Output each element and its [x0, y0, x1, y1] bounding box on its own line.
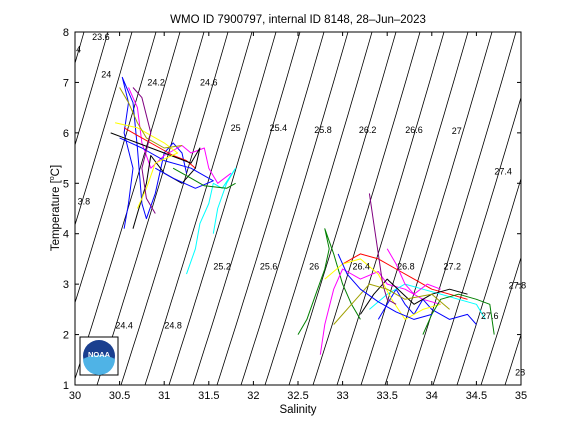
isopycnal-label: 25.4 [270, 123, 288, 133]
isopycnal-label: 26.2 [359, 125, 377, 135]
isopycnal-line [75, 32, 133, 227]
x-tick-label: 31 [158, 390, 170, 402]
isopycnal-line [192, 32, 301, 385]
isopycnal-label: 4 [76, 45, 81, 55]
x-tick-label: 30.5 [109, 390, 130, 402]
profile-line-13 [377, 288, 477, 325]
isopycnal-labels: 23.6 24 24.2 24.6 25 25.4 25.8 26.2 26.6 27 27.4 4 3… [76, 32, 526, 377]
y-tick-label: 4 [63, 229, 69, 241]
y-tick-label: 2 [63, 330, 69, 342]
isopycnal-line [144, 32, 253, 385]
x-tick-label: 34.5 [466, 390, 487, 402]
isopycnal-line [456, 177, 521, 385]
isopycnal-line [216, 32, 325, 385]
isopycnal-line [75, 32, 157, 304]
x-tick-label: 32 [247, 390, 259, 402]
isopycnal-label: 23.6 [92, 32, 110, 42]
y-tick-label: 7 [63, 77, 69, 89]
isopycnal-label: 24.4 [115, 321, 133, 331]
profile-line-9 [119, 87, 183, 149]
profile-line-21 [386, 248, 441, 295]
x-tick-label: 35 [515, 390, 527, 402]
x-axis-ticks: 30 30.5 31 31.5 32 32.5 33 33.5 34 34.5 35 [69, 32, 527, 402]
x-axis-label: Salinity [279, 404, 316, 416]
isopycnal-line [480, 256, 521, 385]
isopycnal-line [384, 32, 493, 385]
noaa-logo-text: NOAA [88, 350, 111, 359]
profile-line-10 [132, 87, 156, 214]
noaa-logo-wave [83, 355, 115, 375]
y-tick-label: 6 [63, 128, 69, 140]
y-tick-label: 3 [63, 279, 69, 291]
isopycnal-label: 26.4 [353, 262, 371, 272]
x-tick-label: 30 [69, 390, 81, 402]
x-tick-label: 33.5 [376, 390, 397, 402]
isopycnal-label: 27.4 [494, 167, 512, 177]
isopycnal-label: 27.2 [444, 262, 462, 272]
profile-line-15 [369, 283, 486, 320]
isopycnal-line [360, 32, 469, 385]
profile-series [110, 76, 495, 355]
isopycnal-line [312, 32, 421, 385]
noaa-logo: NOAA [79, 336, 119, 376]
y-axis-ticks: 1 2 3 4 5 6 7 8 [63, 27, 521, 392]
profile-line-18 [368, 193, 397, 305]
x-tick-label: 34 [426, 390, 438, 402]
isopycnal-label: 24.2 [147, 78, 165, 88]
isopycnal-line [240, 32, 349, 385]
profile-line-14 [342, 253, 468, 300]
isopycnal-label: 27.6 [481, 311, 499, 321]
isopycnal-label: 25.2 [213, 262, 231, 272]
isopycnal-line [168, 32, 277, 385]
profile-line-1 [121, 76, 187, 229]
isopycnal-label: 25.6 [260, 262, 278, 272]
profile-line-16 [359, 278, 468, 315]
isopycnal-label: 24.6 [200, 78, 218, 88]
profile-line-6 [119, 137, 214, 189]
profile-line-20 [333, 283, 450, 325]
y-tick-label: 1 [63, 380, 69, 392]
isopycnal-line [75, 32, 109, 147]
y-tick-label: 5 [63, 178, 69, 190]
isopycnal-line [120, 32, 229, 385]
chart-title: WMO ID 7900797, internal ID 8148, 28–Jun… [170, 14, 426, 26]
isopycnal-label: 24 [101, 69, 111, 79]
isopycnal-label: 26.6 [405, 125, 423, 135]
isopycnal-line [432, 96, 521, 385]
isopycnal-label: 24.8 [164, 321, 182, 331]
y-axis-label: Temperature [oC] [49, 165, 62, 251]
isopycnal-label: 26.8 [397, 262, 415, 272]
profile-line-22 [337, 253, 432, 320]
profile-line-17 [324, 258, 441, 320]
isopycnal-label: 25 [231, 123, 241, 133]
svg-text:Temperature [oC]: Temperature [oC] [49, 165, 62, 251]
isopycnal-label: 27.8 [509, 281, 527, 291]
isopycnal-line [408, 32, 517, 385]
y-axis-label-text: Temperature [ [50, 179, 62, 251]
isopycnal-line [336, 32, 445, 385]
isopycnal-line [288, 32, 397, 385]
profile-line-11 [297, 228, 361, 335]
y-axis-label-unit: C] [50, 165, 62, 177]
y-tick-label: 8 [63, 27, 69, 39]
degree-mark: o [49, 176, 56, 180]
isopycnal-label: 26 [309, 262, 319, 272]
isopycnal-label: 27 [452, 126, 462, 136]
profile-line-3 [186, 167, 237, 275]
x-tick-label: 33 [336, 390, 348, 402]
x-tick-label: 32.5 [287, 390, 308, 402]
x-tick-label: 31.5 [198, 390, 219, 402]
isopycnal-line [264, 32, 373, 385]
isopycnal-label: 28 [515, 367, 525, 377]
isopycnal-label: 3.8 [78, 197, 91, 207]
isopycnal-label: 25.8 [314, 125, 332, 135]
profile-line-7 [172, 167, 236, 189]
profile-line-8 [114, 122, 179, 209]
